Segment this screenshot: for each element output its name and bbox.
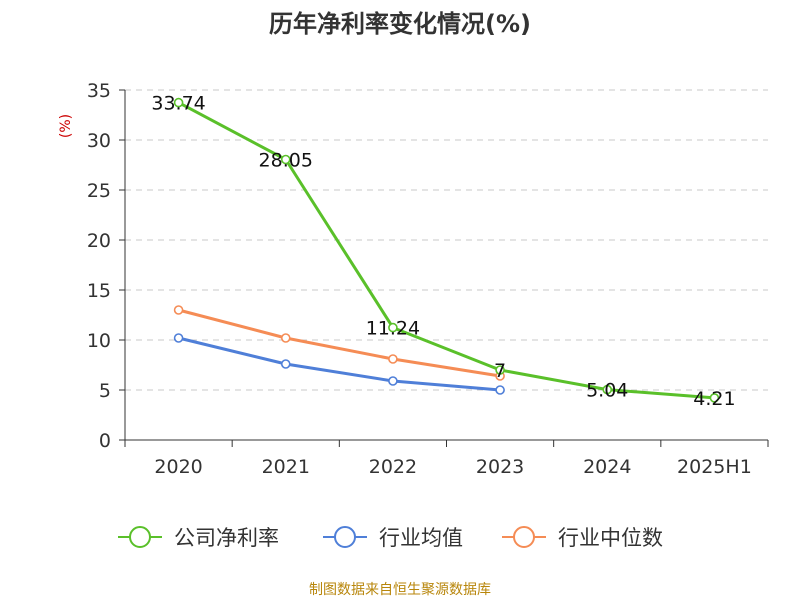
data-point (173, 97, 184, 108)
y-tick-label: 10 (87, 330, 111, 352)
series-line (178, 336, 501, 392)
y-tick-label: 0 (99, 430, 111, 452)
grid-lines (125, 89, 768, 391)
axes: 0 5 10 15 20 25 30 35 2020 2021 2022 2023 2024 2025H1 (87, 80, 769, 478)
legend-swatch-marker (334, 526, 356, 548)
data-label: 11.24 (366, 318, 420, 340)
legend-label: 行业中位数 (558, 526, 663, 550)
y-tick-label: 15 (87, 280, 111, 302)
source-note: 制图数据来自恒生聚源数据库 (309, 582, 491, 598)
y-tick-label: 35 (87, 80, 111, 102)
data-point (495, 385, 505, 395)
x-tick-label: 2022 (369, 456, 417, 478)
series-0: 33.74 28.05 11.24 7 5.04 4.21 (151, 93, 735, 410)
legend-label: 公司净利率 (174, 526, 279, 550)
y-tick-label: 25 (87, 180, 111, 202)
data-point (388, 322, 398, 333)
legend-swatch-marker (513, 526, 535, 548)
legend-label: 行业均值 (379, 526, 463, 550)
x-tick-label: 2021 (262, 456, 310, 478)
y-tick-label: 30 (87, 130, 111, 152)
data-point (280, 154, 291, 165)
x-tick-label: 2020 (154, 456, 202, 478)
series-line (177, 101, 715, 400)
series-layer: 33.74 28.05 11.24 7 5.04 4.21 (151, 93, 735, 410)
series-1 (173, 333, 505, 395)
x-tick-label: 2024 (583, 456, 631, 478)
data-label: 4.21 (693, 388, 735, 410)
data-label: 28.05 (259, 150, 313, 172)
data-point (280, 333, 291, 343)
data-point (388, 376, 398, 386)
series-line (178, 308, 501, 378)
data-point (602, 384, 613, 395)
x-tick-label: 2023 (476, 456, 524, 478)
data-point (173, 305, 184, 315)
x-tick-label: 2025H1 (677, 456, 752, 478)
series-2 (173, 305, 505, 381)
data-point (709, 393, 720, 403)
legend-item[interactable]: 行业均值 (323, 526, 463, 550)
y-tick-label: 5 (99, 380, 111, 402)
data-point (173, 333, 184, 343)
legend[interactable]: 公司净利率 行业均值 行业中位数 (118, 526, 663, 550)
data-point (280, 359, 291, 369)
legend-item[interactable]: 公司净利率 (118, 526, 279, 550)
y-tick-label: 20 (87, 230, 111, 252)
data-label: 33.74 (151, 93, 205, 115)
chart-title: 历年净利率变化情况(%) (269, 10, 531, 38)
legend-swatch-marker (129, 526, 151, 548)
y-axis-label: (%) (58, 114, 74, 138)
data-point (388, 354, 398, 364)
legend-item[interactable]: 行业中位数 (502, 526, 663, 550)
data-point (495, 365, 505, 375)
data-label: 7 (494, 360, 506, 382)
data-label: 5.04 (586, 380, 628, 402)
